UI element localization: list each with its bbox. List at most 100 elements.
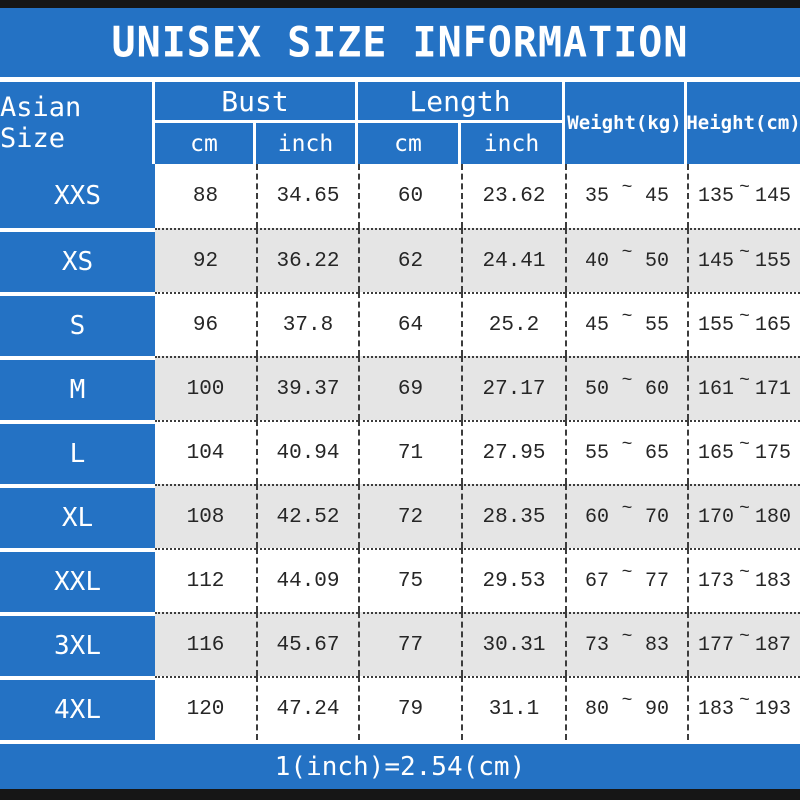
bust-inch-value: 39.37 <box>256 356 358 420</box>
size-label: XS <box>0 228 155 292</box>
range-min: 60 <box>585 505 610 529</box>
weight-range: 50 ~60 <box>565 356 687 420</box>
subheader-bust-cm: cm <box>155 123 256 164</box>
page-title: UNISEX SIZE INFORMATION <box>111 18 689 67</box>
size-label: M <box>0 356 155 420</box>
range-min: 165 <box>698 441 735 465</box>
size-label: XXS <box>0 164 155 228</box>
subheader-length-inch: inch <box>461 123 565 164</box>
range-min: 170 <box>698 505 735 529</box>
tilde-symbol: ~ <box>621 691 633 711</box>
bust-inch-value: 37.8 <box>256 292 358 356</box>
range-max: 50 <box>644 249 669 273</box>
height-range: 145 ~155 <box>687 228 800 292</box>
table-row-xxs: XXS 88 34.65 60 23.62 35 ~45 135 ~145 <box>0 164 800 228</box>
table-row-m: M 100 39.37 69 27.17 50 ~60 161 ~171 <box>0 356 800 420</box>
height-range: 173 ~183 <box>687 548 800 612</box>
tilde-symbol: ~ <box>621 499 633 519</box>
bust-inch-value: 42.52 <box>256 484 358 548</box>
range-max: 70 <box>644 505 669 529</box>
range-max: 183 <box>754 569 791 593</box>
bust-cm-value: 96 <box>155 292 256 356</box>
top-frame-bar <box>0 0 800 8</box>
length-cm-value: 79 <box>358 676 461 740</box>
size-label: XXL <box>0 548 155 612</box>
range-min: 45 <box>585 313 610 337</box>
range-max: 55 <box>644 313 669 337</box>
range-min: 67 <box>585 569 610 593</box>
column-group-length: Length <box>358 82 565 123</box>
tilde-symbol: ~ <box>739 243 750 263</box>
bust-cm-value: 120 <box>155 676 256 740</box>
divider <box>0 740 800 744</box>
footer-band: 1(inch)=2.54(cm) <box>0 744 800 789</box>
range-min: 173 <box>698 569 735 593</box>
range-max: 77 <box>644 569 669 593</box>
height-range: 165 ~175 <box>687 420 800 484</box>
bust-inch-value: 40.94 <box>256 420 358 484</box>
size-label: L <box>0 420 155 484</box>
table-row-xl: XL 108 42.52 72 28.35 60 ~70 170 ~180 <box>0 484 800 548</box>
tilde-symbol: ~ <box>739 371 750 391</box>
bust-cm-value: 88 <box>155 164 256 228</box>
height-range: 155 ~165 <box>687 292 800 356</box>
bust-cm-value: 112 <box>155 548 256 612</box>
subheader-bust-inch: inch <box>256 123 358 164</box>
range-max: 175 <box>754 441 791 465</box>
table-row-s: S 96 37.8 64 25.2 45 ~55 155 ~165 <box>0 292 800 356</box>
bust-cm-value: 116 <box>155 612 256 676</box>
height-range: 177 ~187 <box>687 612 800 676</box>
range-min: 50 <box>585 377 610 401</box>
tilde-symbol: ~ <box>621 627 633 647</box>
table-row-xxl: XXL 112 44.09 75 29.53 67 ~77 173 ~183 <box>0 548 800 612</box>
column-header-asian-size: Asian Size <box>0 82 155 164</box>
table-row-3xl: 3XL 116 45.67 77 30.31 73 ~83 177 ~187 <box>0 612 800 676</box>
size-label: 3XL <box>0 612 155 676</box>
conversion-note: 1(inch)=2.54(cm) <box>274 751 526 782</box>
length-cm-value: 71 <box>358 420 461 484</box>
bust-inch-value: 45.67 <box>256 612 358 676</box>
range-min: 73 <box>585 633 610 657</box>
length-inch-value: 27.95 <box>461 420 565 484</box>
weight-range: 60 ~70 <box>565 484 687 548</box>
range-min: 145 <box>698 249 735 273</box>
size-label: 4XL <box>0 676 155 740</box>
column-header-height: Height(cm) <box>686 82 800 164</box>
length-inch-value: 30.31 <box>461 612 565 676</box>
range-max: 145 <box>754 184 791 208</box>
range-min: 40 <box>585 249 610 273</box>
weight-range: 67 ~77 <box>565 548 687 612</box>
table-row-4xl: 4XL 120 47.24 79 31.1 80 ~90 183 ~193 <box>0 676 800 740</box>
height-range: 161 ~171 <box>687 356 800 420</box>
tilde-symbol: ~ <box>621 178 633 198</box>
length-inch-value: 23.62 <box>461 164 565 228</box>
length-cm-value: 69 <box>358 356 461 420</box>
range-max: 65 <box>644 441 669 465</box>
tilde-symbol: ~ <box>621 435 633 455</box>
weight-range: 80 ~90 <box>565 676 687 740</box>
range-max: 83 <box>644 633 669 657</box>
weight-range: 40 ~50 <box>565 228 687 292</box>
range-max: 155 <box>754 249 791 273</box>
length-inch-value: 28.35 <box>461 484 565 548</box>
range-max: 165 <box>754 313 791 337</box>
range-min: 177 <box>698 633 735 657</box>
tilde-symbol: ~ <box>739 627 750 647</box>
range-max: 193 <box>754 697 791 721</box>
range-min: 161 <box>698 377 735 401</box>
length-inch-value: 27.17 <box>461 356 565 420</box>
height-range: 135 ~145 <box>687 164 800 228</box>
length-inch-value: 24.41 <box>461 228 565 292</box>
table-header: Asian Size Bust Length Weight(kg) Height… <box>0 82 800 164</box>
length-cm-value: 60 <box>358 164 461 228</box>
column-header-weight: Weight(kg) <box>565 82 687 164</box>
range-max: 90 <box>644 697 669 721</box>
range-min: 35 <box>585 184 610 208</box>
height-range: 170 ~180 <box>687 484 800 548</box>
bust-inch-value: 34.65 <box>256 164 358 228</box>
bottom-frame-bar <box>0 789 800 800</box>
length-cm-value: 62 <box>358 228 461 292</box>
bust-cm-value: 92 <box>155 228 256 292</box>
tilde-symbol: ~ <box>621 371 633 391</box>
length-cm-value: 64 <box>358 292 461 356</box>
